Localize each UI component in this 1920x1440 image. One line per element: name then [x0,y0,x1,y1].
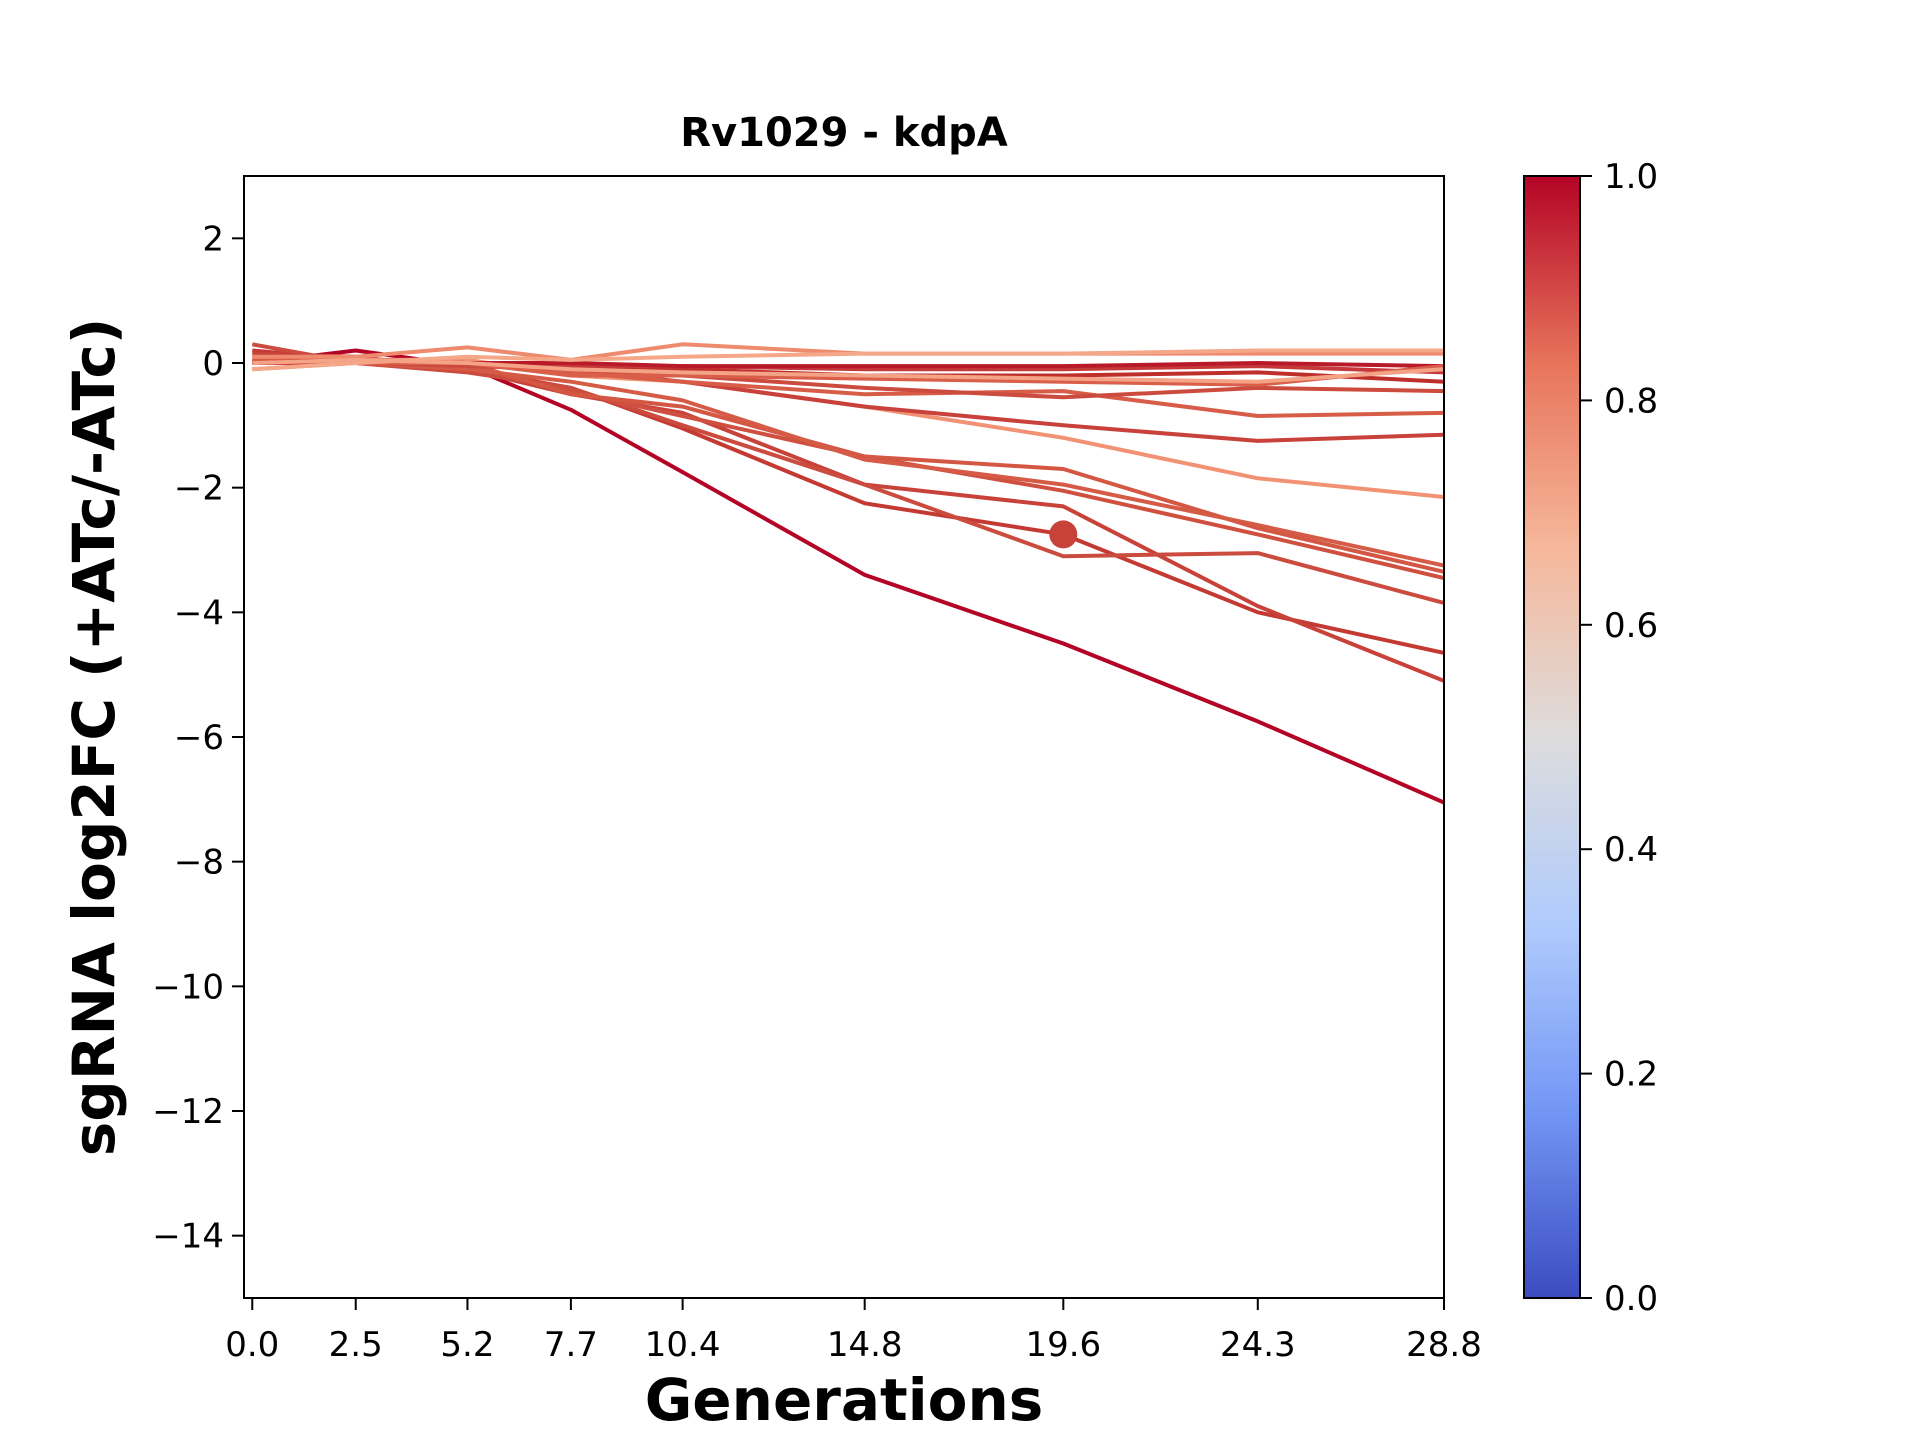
x-tick-label: 28.8 [1406,1325,1482,1365]
colorbar-tick-label: 0.6 [1604,606,1658,646]
series-line-1 [252,348,1444,805]
x-tick-label: 2.5 [329,1325,383,1365]
x-axis: 0.0 2.5 5.2 7.7 10.4 14.8 19.6 24.3 28.8 [225,1298,1482,1365]
colorbar-tick-label: 0.4 [1604,830,1658,870]
y-tick-label: −8 [174,843,224,883]
chart-title: Rv1029 - kdpA [680,110,1008,156]
x-tick-label: 5.2 [440,1325,494,1365]
x-tick-label: 10.4 [645,1325,721,1365]
colorbar-tick-label: 0.8 [1604,381,1658,421]
highlight-point [1049,520,1078,549]
x-tick-label: 7.7 [544,1325,598,1365]
y-tick-label: 2 [202,219,224,259]
colorbar-gradient [1523,175,1581,1299]
y-tick-label: −2 [174,469,224,509]
x-tick-label: 24.3 [1220,1325,1296,1365]
x-tick-label: 14.8 [827,1325,903,1365]
colorbar-tick-label: 0.0 [1604,1279,1658,1319]
x-tick-label: 0.0 [225,1325,279,1365]
y-tick-label: −12 [152,1092,224,1132]
colorbar-tick-label: 0.2 [1604,1055,1658,1095]
y-axis-label: sgRNA log2FC (+ATc/-ATc) [60,318,128,1156]
y-tick-label: −10 [152,967,224,1007]
y-tick-label: −6 [174,718,224,758]
y-tick-label: −14 [152,1217,224,1257]
series-line-16 [252,342,1444,362]
y-tick-label: −4 [174,593,224,633]
series-layer [251,342,1444,805]
plot-area [244,176,1444,1298]
series-line-18 [252,357,1444,384]
y-tick-label: 0 [202,344,224,384]
colorbar-tick-label: 1.0 [1604,157,1658,197]
series-line-15 [252,361,1444,387]
highlight-layer [1049,520,1078,549]
x-axis-label: Generations [645,1366,1044,1434]
colorbar: 0.0 0.2 0.4 0.6 0.8 1.0 [1523,157,1658,1319]
x-tick-label: 19.6 [1025,1325,1101,1365]
colorbar-ticks: 0.0 0.2 0.4 0.6 0.8 1.0 [1580,157,1658,1319]
y-axis: 2 0 −2 −4 −6 −8 −10 −12 −14 [152,219,244,1257]
